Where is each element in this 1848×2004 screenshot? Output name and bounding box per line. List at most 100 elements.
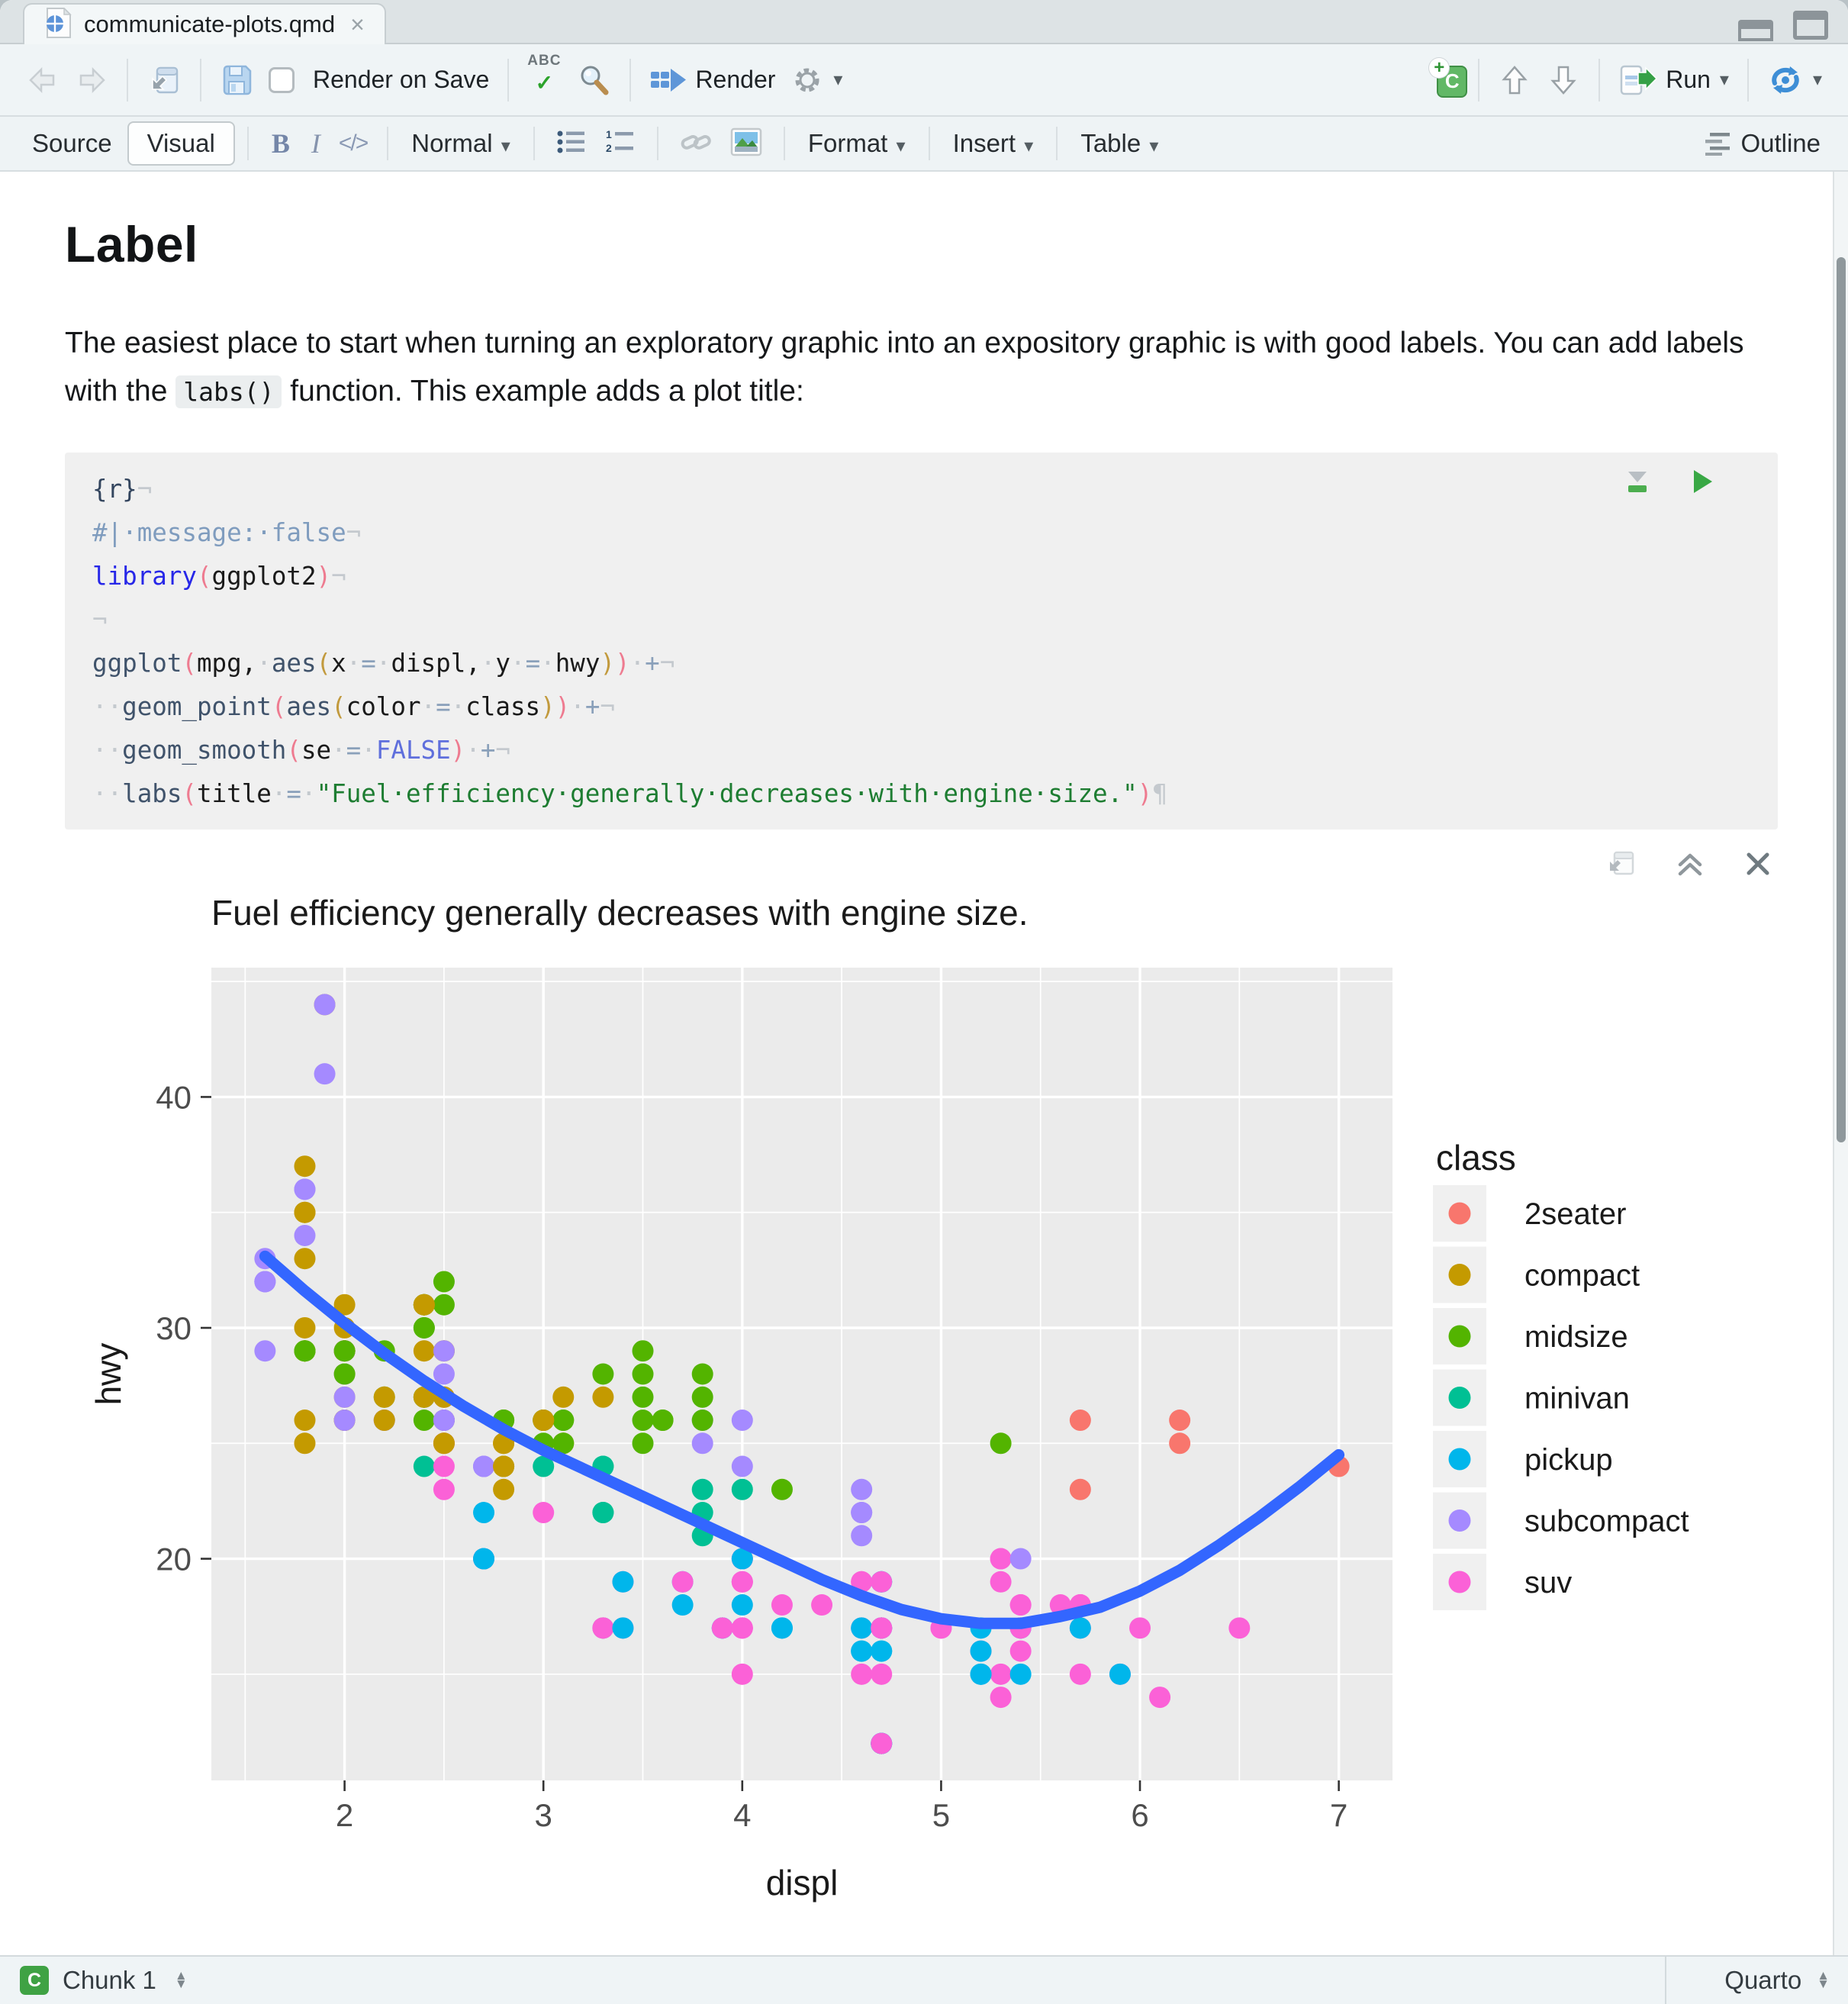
render-on-save-checkbox[interactable] (269, 66, 295, 93)
arrow-down-icon (1550, 66, 1576, 95)
legend-label: compact (1524, 1259, 1640, 1293)
back-button[interactable] (18, 53, 67, 107)
bold-button[interactable]: B (271, 128, 290, 159)
legend-key-dot (1448, 1509, 1471, 1532)
inline-code-button[interactable]: </> (338, 130, 369, 156)
code-line: ··geom_smooth(se·=·FALSE)·+¬ (92, 736, 510, 765)
data-point (851, 1525, 873, 1547)
source-on-save-button[interactable]: ▾ (1759, 53, 1830, 107)
tab-close-icon[interactable]: × (350, 11, 365, 38)
data-point (1109, 1663, 1131, 1685)
paragraph-style-select[interactable]: Normal ▾ (401, 129, 521, 158)
find-button[interactable] (568, 53, 619, 107)
data-point (473, 1455, 495, 1477)
data-point (990, 1548, 1012, 1570)
code-chunk[interactable]: {r}¬ #|·message:·false¬ library(ggplot2)¬ ¬… (65, 453, 1778, 830)
save-button[interactable] (212, 53, 261, 107)
link-button[interactable] (671, 128, 721, 159)
render-button[interactable]: Render (642, 53, 783, 107)
insert-menu[interactable]: Insert ▾ (942, 129, 1045, 158)
format-menu[interactable]: Format ▾ (797, 129, 916, 158)
svg-text:2: 2 (606, 142, 612, 154)
tab-title: communicate-plots.qmd (84, 11, 336, 37)
render-on-save-toggle[interactable]: Render on Save (261, 53, 497, 107)
output-close-button[interactable] (1744, 850, 1772, 881)
output-popout-icon (1610, 851, 1634, 875)
tab-communicate-plots[interactable]: communicate-plots.qmd × (23, 3, 386, 44)
data-point (652, 1410, 674, 1432)
x-tick-label: 7 (1330, 1797, 1347, 1833)
minimize-icon[interactable] (1738, 20, 1773, 41)
code-line: ¬ (92, 605, 108, 634)
data-point (871, 1640, 893, 1662)
bullet-list-button[interactable] (547, 128, 596, 159)
data-point (433, 1478, 455, 1500)
go-next-section-button[interactable] (1539, 53, 1588, 107)
language-mode-select[interactable]: Quarto ▲ ▼ (1665, 1957, 1848, 2004)
data-point (493, 1478, 515, 1500)
data-point (970, 1640, 992, 1662)
visual-mode-button[interactable]: Visual (127, 121, 235, 166)
data-point (990, 1432, 1012, 1455)
go-previous-section-button[interactable] (1490, 53, 1539, 107)
run-chunks-above-button[interactable] (1622, 466, 1653, 501)
scrollbar-thumb[interactable] (1837, 257, 1846, 1142)
data-point (433, 1363, 455, 1385)
plot-title: Fuel efficiency generally decreases with… (211, 893, 1029, 933)
table-menu[interactable]: Table ▾ (1070, 129, 1169, 158)
output-collapse-button[interactable] (1676, 849, 1705, 882)
chunk-status-label[interactable]: Chunk 1 (63, 1966, 156, 1994)
data-point (473, 1548, 495, 1570)
data-point (871, 1617, 893, 1639)
data-point (691, 1410, 713, 1432)
data-point (533, 1410, 555, 1432)
popout-button[interactable] (139, 53, 189, 107)
data-point (314, 994, 336, 1016)
source-mode-button[interactable]: Source (32, 129, 112, 157)
legend-label: 2seater (1524, 1197, 1626, 1231)
spellcheck-abc-icon: ABC (527, 52, 562, 69)
chunk-badge-icon: C (20, 1966, 49, 1995)
data-point (671, 1594, 694, 1616)
data-point (433, 1271, 455, 1293)
insert-chunk-button[interactable]: C + (1429, 57, 1468, 98)
x-tick-label: 4 (733, 1797, 751, 1833)
outline-toggle[interactable]: Outline (1705, 129, 1827, 158)
data-point (612, 1617, 634, 1639)
data-point (552, 1432, 575, 1455)
maximize-icon[interactable] (1793, 11, 1828, 40)
outline-label: Outline (1740, 129, 1821, 157)
forward-button[interactable] (67, 53, 116, 107)
data-point (433, 1410, 455, 1432)
data-point (254, 1340, 276, 1362)
run-button[interactable]: Run ▾ (1611, 53, 1737, 107)
plot-panel (211, 968, 1392, 1780)
code-line: library(ggplot2)¬ (92, 562, 346, 591)
popout-icon (152, 66, 179, 93)
data-point (990, 1571, 1012, 1593)
code-line: ··labs(title·=·"Fuel·efficiency·generall… (92, 779, 1167, 808)
spellcheck-button[interactable]: ABC ✓ (520, 53, 568, 107)
italic-button[interactable]: I (311, 128, 320, 159)
data-point (592, 1363, 614, 1385)
render-settings-button[interactable]: ▾ (783, 53, 850, 107)
data-point (533, 1502, 555, 1524)
data-point (592, 1617, 614, 1639)
data-point (493, 1455, 515, 1477)
visual-editor[interactable]: Label The easiest place to start when tu… (0, 172, 1848, 1955)
image-button[interactable] (721, 127, 771, 160)
editor-scrollbar[interactable] (1833, 172, 1848, 1955)
output-popout-button[interactable] (1605, 849, 1636, 882)
run-chunk-button[interactable] (1686, 466, 1717, 501)
chunk-spinner-icon[interactable]: ▲ ▼ (174, 1968, 188, 1991)
data-point (851, 1502, 873, 1524)
data-point (632, 1432, 654, 1455)
data-point (413, 1455, 435, 1477)
data-point (1149, 1687, 1171, 1709)
quarto-doc-icon (44, 6, 72, 42)
legend-key-dot (1448, 1387, 1471, 1409)
numbered-list-icon: 12 (606, 128, 633, 154)
render-on-save-label: Render on Save (313, 66, 490, 93)
data-point (1009, 1663, 1032, 1685)
